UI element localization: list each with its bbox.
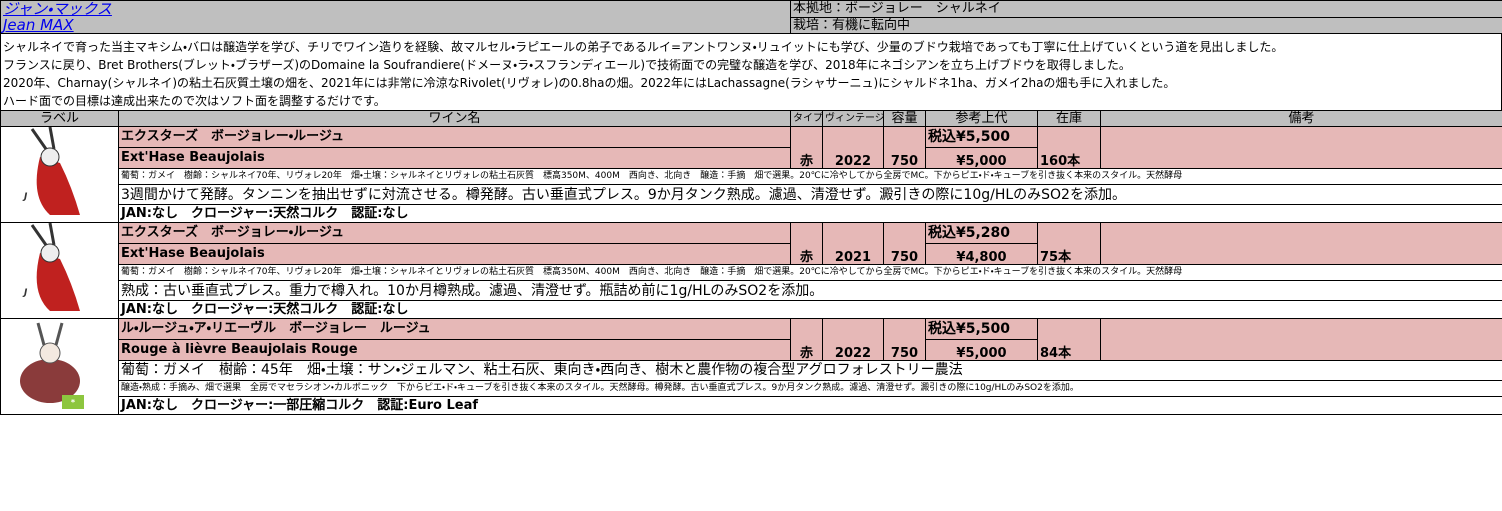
column-header: 容量 xyxy=(883,110,926,127)
jan-text: JAN:なし クロージャー:天然コルク 認証:なし xyxy=(118,204,1502,223)
volume: 750 xyxy=(883,318,926,361)
column-header: ラベル xyxy=(0,110,119,127)
jan-row: JAN:なし クロージャー:天然コルク 認証:なし xyxy=(1,300,1502,319)
wine-name-en: Ext'Hase Beaujolais xyxy=(118,242,791,265)
label-cell: J xyxy=(0,126,119,223)
detail-row: 葡萄：ガメイ 樹齢：45年 畑・土壌：サン・ジェルマン、粘土石灰、東向き・西向き… xyxy=(1,359,1502,381)
wine-row: Ext'Hase Beaujolais ¥5,000 xyxy=(1,146,1502,169)
volume: 750 xyxy=(883,222,926,265)
label-cell: J xyxy=(0,222,119,319)
column-header: 参考上代 xyxy=(925,110,1038,127)
wine-row: J エクスターズ ボージョレー・ルージュ赤 2021 750 税込¥5,280 75本 xyxy=(0,222,1502,319)
producer-header: ジャン・マックス Jean MAX 本拠地：ボージョレー シャルネイ 栽培：有機に… xyxy=(0,0,1502,34)
label-cell: * xyxy=(0,318,119,415)
price: ¥4,800 xyxy=(925,242,1038,265)
vintage: 2022 xyxy=(822,126,884,169)
description: シャルネイで育った当主マキシム・バロは醸造学を学び、チリでワイン造りを経験、故マ… xyxy=(0,34,1502,110)
description-line: フランスに戻り、Bret Brothers(ブレット・ブラザーズ)のDomain… xyxy=(0,56,1502,74)
notes xyxy=(1100,222,1502,265)
wine-row: Rouge à lièvre Beaujolais Rouge ¥5,000 xyxy=(1,338,1502,361)
detail-text: 葡萄：ガメイ 樹齢：シャルネイ70年、リヴォレ20年 畑・土壌：シャルネイとリヴ… xyxy=(118,167,1502,186)
jan-text: JAN:なし クロージャー:一部圧縮コルク 認証:Euro Leaf xyxy=(118,396,1502,415)
detail-text: 葡萄：ガメイ 樹齢：シャルネイ70年、リヴォレ20年 畑・土壌：シャルネイとリヴ… xyxy=(118,263,1502,282)
price: ¥5,000 xyxy=(925,338,1038,361)
svg-text:*: * xyxy=(70,398,75,407)
price-incl: 税込¥5,280 xyxy=(925,222,1038,244)
wine-table: ラベル ワイン名 タイプ ヴィンテージ 容量 参考上代 在庫 備考 J エクスター… xyxy=(0,110,1502,415)
detail-row: 3週間かけて発酵。タンニンを抽出せずに対流させる。樽発酵。古い垂直式プレス。9か… xyxy=(1,184,1502,206)
vintage: 2022 xyxy=(822,318,884,361)
wine-name-en: Ext'Hase Beaujolais xyxy=(118,146,791,169)
jan-text: JAN:なし クロージャー:天然コルク 認証:なし xyxy=(118,300,1502,319)
cultivation: 栽培：有機に転向中 xyxy=(790,16,1502,34)
detail-text: 葡萄：ガメイ 樹齢：45年 畑・土壌：サン・ジェルマン、粘土石灰、東向き・西向き… xyxy=(118,359,1502,381)
volume: 750 xyxy=(883,126,926,169)
svg-text:J: J xyxy=(22,192,28,202)
price-incl: 税込¥5,500 xyxy=(925,126,1038,148)
price-incl: 税込¥5,500 xyxy=(925,318,1038,340)
jan-row: JAN:なし クロージャー:一部圧縮コルク 認証:Euro Leaf xyxy=(1,396,1502,415)
wine-row: J エクスターズ ボージョレー・ルージュ赤 2022 750 税込¥5,500 160本 xyxy=(0,126,1502,223)
vintage: 2021 xyxy=(822,222,884,265)
stock: 160本 xyxy=(1037,126,1101,169)
column-header: 在庫 xyxy=(1037,110,1101,127)
detail-text: 醸造・熟成：手摘み、畑で選果 全房でマセラシオン・カルボニック 下からピエ・ド・… xyxy=(118,379,1502,398)
wine-name-ja: エクスターズ ボージョレー・ルージュ xyxy=(118,222,791,244)
type: 赤 xyxy=(790,318,823,361)
base: 本拠地：ボージョレー シャルネイ xyxy=(790,0,1502,18)
label-image: * xyxy=(19,322,84,409)
notes xyxy=(1100,126,1502,169)
column-header: 備考 xyxy=(1100,110,1502,127)
type: 赤 xyxy=(790,126,823,169)
stock: 75本 xyxy=(1037,222,1101,265)
description-line: ハード面での目標は達成出来たので次はソフト面を調整するだけです。 xyxy=(0,92,1502,110)
detail-row: 醸造・熟成：手摘み、畑で選果 全房でマセラシオン・カルボニック 下からピエ・ド・… xyxy=(1,379,1502,398)
wine-name-ja: エクスターズ ボージョレー・ルージュ xyxy=(118,126,791,148)
notes xyxy=(1100,318,1502,361)
type: 赤 xyxy=(790,222,823,265)
label-image: J xyxy=(22,223,80,311)
producer-name-ja: ジャン・マックス xyxy=(3,0,112,18)
stock: 84本 xyxy=(1037,318,1101,361)
label-image: J xyxy=(22,127,80,215)
column-header: ワイン名 xyxy=(118,110,791,127)
wine-row: * ル・ルージュ・ア・リエーヴル ボージョレー ルージュ赤 2022 750 税込¥5,… xyxy=(0,318,1502,415)
description-line: 2020年、Charnay(シャルネイ)の粘土石灰質土壌の畑を、2021年には非… xyxy=(0,74,1502,92)
jan-row: JAN:なし クロージャー:天然コルク 認証:なし xyxy=(1,204,1502,223)
wine-name-ja: ル・ルージュ・ア・リエーヴル ボージョレー ルージュ xyxy=(118,318,791,340)
detail-row: 葡萄：ガメイ 樹齢：シャルネイ70年、リヴォレ20年 畑・土壌：シャルネイとリヴ… xyxy=(1,167,1502,186)
wine-row: Ext'Hase Beaujolais ¥4,800 xyxy=(1,242,1502,265)
column-header: タイプ xyxy=(790,110,823,127)
description-line: シャルネイで育った当主マキシム・バロは醸造学を学び、チリでワイン造りを経験、故マ… xyxy=(0,34,1502,56)
producer-name-en: Jean MAX xyxy=(3,16,74,34)
column-header: ヴィンテージ xyxy=(822,110,884,127)
price: ¥5,000 xyxy=(925,146,1038,169)
detail-row: 葡萄：ガメイ 樹齢：シャルネイ70年、リヴォレ20年 畑・土壌：シャルネイとリヴ… xyxy=(1,263,1502,282)
detail-text: 3週間かけて発酵。タンニンを抽出せずに対流させる。樽発酵。古い垂直式プレス。9か… xyxy=(118,184,1502,206)
detail-text: 熟成：古い垂直式プレス。重力で樽入れ。10か月樽熟成。濾過、清澄せず。瓶詰め前に… xyxy=(118,280,1502,302)
wine-name-en: Rouge à lièvre Beaujolais Rouge xyxy=(118,338,791,361)
detail-row: 熟成：古い垂直式プレス。重力で樽入れ。10か月樽熟成。濾過、清澄せず。瓶詰め前に… xyxy=(1,280,1502,302)
svg-text:J: J xyxy=(22,288,28,298)
